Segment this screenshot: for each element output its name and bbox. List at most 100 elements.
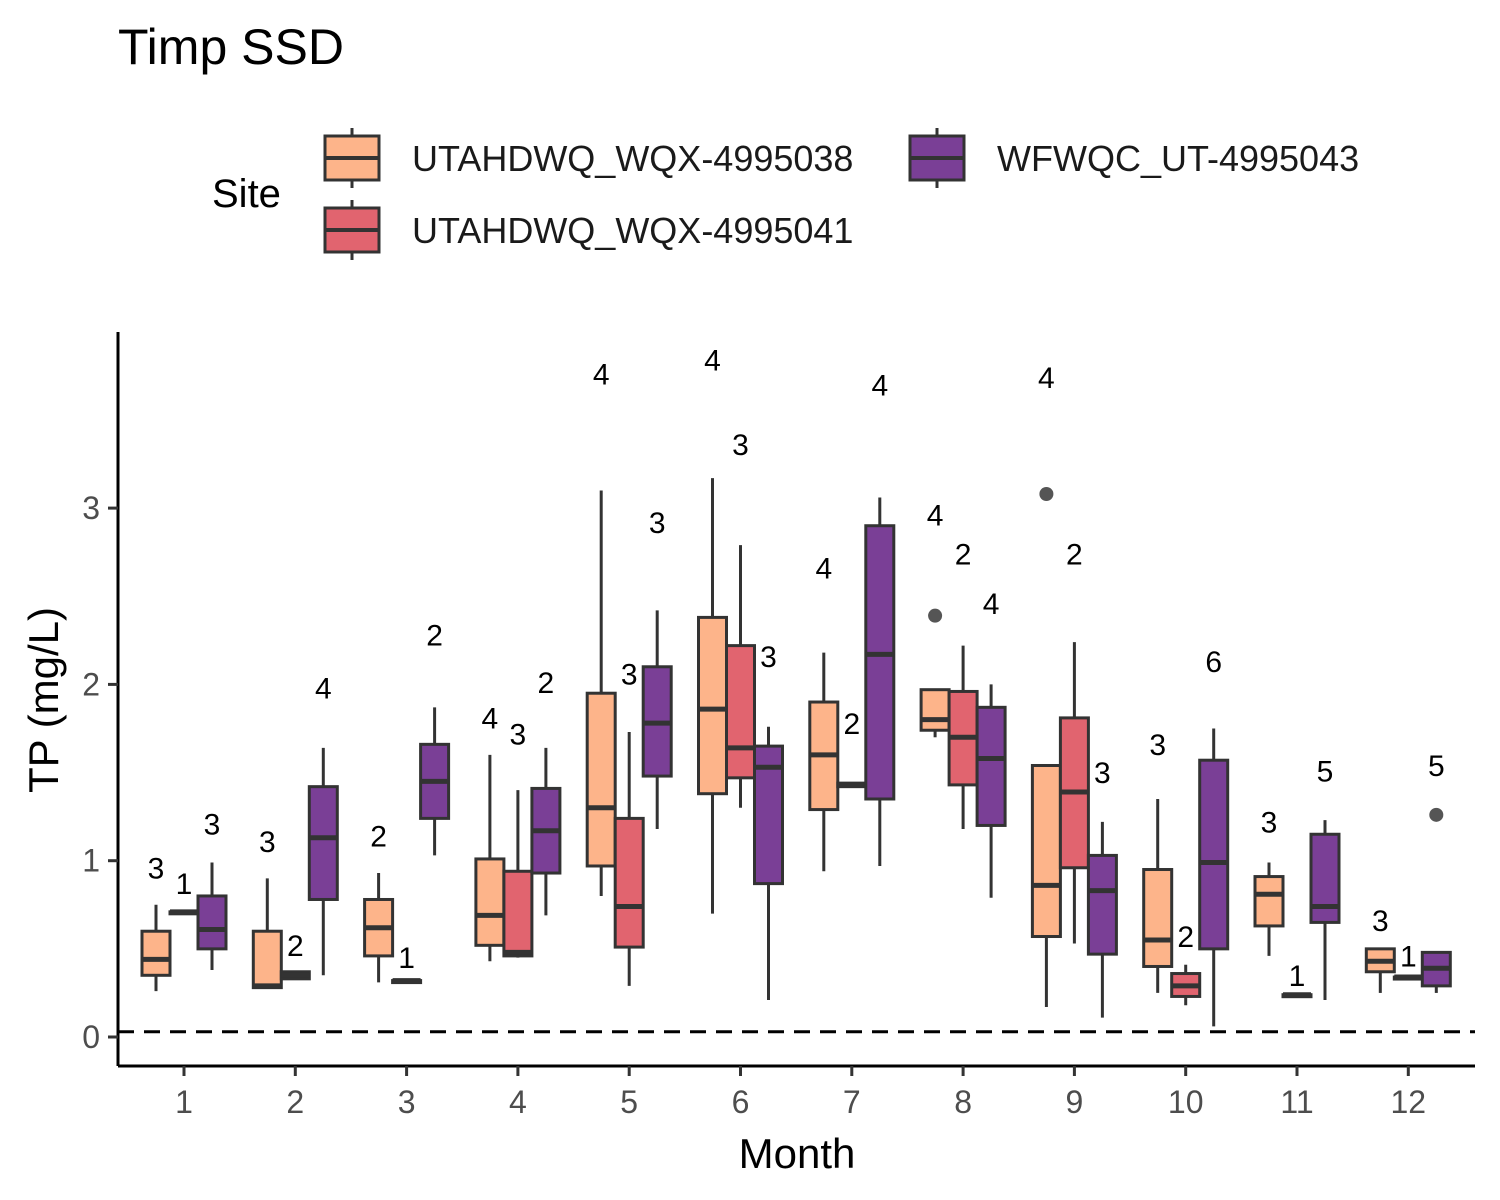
box-3-month-4: 2 (530, 667, 562, 916)
count-label: 1 (1400, 940, 1417, 973)
box-body (474, 857, 506, 947)
box-body (613, 816, 645, 949)
y-tick-label: 3 (82, 490, 100, 526)
y-tick-label: 0 (82, 1019, 100, 1055)
x-tick-label: 5 (620, 1084, 638, 1120)
box-3-month-3: 2 (419, 620, 451, 856)
outlier-point (1039, 486, 1054, 501)
x-tick-label: 8 (954, 1084, 972, 1120)
outlier-point (1429, 807, 1444, 822)
x-tick-label: 1 (175, 1084, 193, 1120)
box-body (725, 644, 756, 780)
legend-title: Site (212, 172, 281, 216)
count-label: 4 (593, 359, 610, 392)
box-body (307, 785, 339, 901)
box-2-month-12: 1 (1392, 940, 1424, 981)
outlier-point (928, 608, 943, 623)
count-label: 1 (176, 868, 193, 901)
box-body (864, 524, 896, 801)
box-3-month-6: 3 (753, 641, 784, 1000)
x-tick-label: 4 (509, 1084, 527, 1120)
count-label: 2 (370, 821, 387, 854)
count-label: 1 (398, 942, 415, 975)
legend-label-site-3: WFWQC_UT-4995043 (997, 138, 1360, 179)
x-tick-label: 6 (732, 1084, 750, 1120)
count-label: 3 (1149, 729, 1166, 762)
box-1-month-12: 3 (1364, 905, 1396, 993)
x-tick-label: 11 (1280, 1084, 1313, 1120)
x-tick-label: 2 (286, 1084, 304, 1120)
x-tick-label: 7 (843, 1084, 861, 1120)
box-3-month-12: 5 (1420, 750, 1452, 993)
legend-key-site-1 (323, 128, 381, 188)
box-1-month-11: 3 (1253, 806, 1285, 956)
count-label: 4 (927, 500, 944, 533)
count-label: 4 (1038, 362, 1055, 395)
box-1-month-8: 4 (919, 500, 951, 738)
count-label: 2 (843, 708, 860, 741)
legend-label-site-2: UTAHDWQ_WQX-4995041 (412, 210, 854, 251)
y-axis-label: TP (mg/L) (20, 607, 67, 793)
x-tick-label: 10 (1168, 1084, 1204, 1120)
legend-key-site-2 (323, 200, 381, 260)
count-label: 2 (426, 620, 443, 653)
box-body (1030, 763, 1062, 939)
box-3-month-2: 4 (307, 673, 339, 976)
count-label: 2 (538, 667, 555, 700)
count-label: 6 (1205, 646, 1222, 679)
box-2-month-4: 3 (502, 718, 534, 958)
count-label: 4 (315, 673, 332, 706)
box-1-month-5: 4 (585, 359, 617, 896)
box-body (1142, 868, 1174, 968)
count-label: 4 (983, 588, 1000, 621)
count-label: 3 (148, 852, 165, 885)
box-2-month-3: 1 (391, 942, 423, 985)
box-body (251, 929, 283, 990)
box-1-month-7: 4 (808, 553, 840, 872)
count-label: 3 (649, 507, 666, 540)
box-body (975, 705, 1007, 827)
x-axis-label: Month (739, 1130, 856, 1177)
box-1-month-6: 4 (697, 345, 728, 914)
count-label: 3 (204, 808, 221, 841)
y-tick-label: 2 (82, 666, 100, 702)
count-label: 1 (1289, 960, 1306, 993)
box-body (1309, 832, 1341, 924)
count-label: 4 (871, 369, 888, 402)
count-label: 2 (1066, 539, 1083, 572)
box-1-month-1: 3 (140, 852, 172, 992)
box-1-month-2: 3 (251, 826, 283, 990)
box-3-month-5: 3 (641, 507, 673, 829)
box-3-month-1: 3 (196, 808, 228, 971)
count-label: 3 (1372, 905, 1389, 938)
y-tick-label: 1 (82, 843, 100, 879)
count-label: 2 (1177, 921, 1194, 954)
box-1-month-9: 4 (1030, 362, 1062, 1008)
box-3-month-8: 4 (975, 588, 1007, 898)
count-label: 3 (510, 718, 527, 751)
box-body (697, 615, 728, 796)
count-label: 4 (815, 553, 832, 586)
count-label: 3 (259, 826, 276, 859)
count-label: 4 (482, 702, 499, 735)
box-2-month-1: 1 (168, 868, 200, 916)
box-3-month-10: 6 (1198, 646, 1230, 1027)
box-2-month-5: 3 (613, 658, 645, 986)
count-label: 3 (732, 429, 749, 462)
box-body (585, 691, 617, 868)
count-label: 5 (1317, 755, 1334, 788)
count-label: 3 (1094, 757, 1111, 790)
box-1-month-10: 3 (1142, 729, 1174, 993)
box-body (196, 894, 228, 951)
box-2-month-8: 2 (947, 539, 979, 829)
box-body (1086, 853, 1118, 956)
count-label: 3 (760, 641, 777, 674)
chart-title: Timp SSD (118, 19, 344, 75)
box-3-month-9: 3 (1086, 757, 1118, 1018)
box-3-month-7: 4 (864, 369, 896, 866)
count-label: 3 (621, 658, 638, 691)
box-2-month-11: 1 (1281, 960, 1313, 999)
